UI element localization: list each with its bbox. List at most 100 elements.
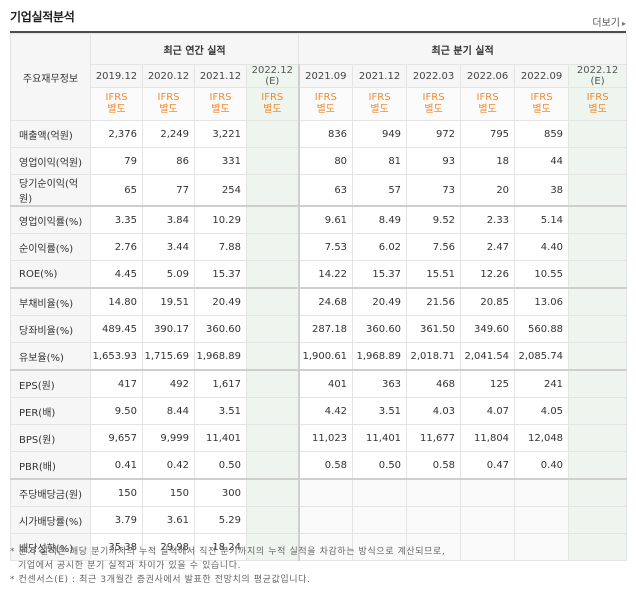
value-cell: 2.47 <box>460 233 516 261</box>
value-cell <box>568 233 628 261</box>
value-cell: 5.29 <box>194 506 247 534</box>
value-cell: 4.05 <box>514 397 570 425</box>
value-cell: 150 <box>90 478 143 507</box>
value-cell <box>568 451 628 480</box>
ifrs-label: IFRS 별도 <box>297 87 354 121</box>
value-cell <box>352 478 408 507</box>
table-row: 매출액(억원) 2,376 2,249 3,221 836 949 972 795 859 <box>10 120 628 148</box>
value-cell: 12.26 <box>460 260 516 289</box>
row-label: 영업이익률(%) <box>10 205 91 234</box>
value-cell: 2,018.71 <box>406 342 462 371</box>
value-cell <box>514 478 570 507</box>
value-cell: 1,715.69 <box>142 342 195 371</box>
table-row: 부채비율(%) 14.80 19.51 20.49 24.68 20.49 21.56 20.… <box>10 287 628 316</box>
table-row: 당기순이익(억원) 65 77 254 63 57 73 20 38 <box>10 174 628 207</box>
value-cell <box>568 478 628 507</box>
row-label: PBR(배) <box>10 451 91 480</box>
value-cell <box>245 205 300 234</box>
value-cell: 3.51 <box>352 397 408 425</box>
value-cell: 73 <box>406 174 462 207</box>
value-cell: 1,900.61 <box>297 342 354 371</box>
row-label: 영업이익(억원) <box>10 147 91 175</box>
value-cell <box>245 451 300 480</box>
value-cell: 29.98 <box>142 533 195 561</box>
ifrs-label: IFRS 별도 <box>352 87 408 121</box>
value-cell <box>245 397 300 425</box>
value-cell: 4.03 <box>406 397 462 425</box>
value-cell: 8.49 <box>352 205 408 234</box>
value-cell <box>568 369 628 398</box>
value-cell: 20 <box>460 174 516 207</box>
value-cell <box>245 260 300 289</box>
value-cell <box>245 174 300 207</box>
value-cell <box>460 478 516 507</box>
value-cell: 417 <box>90 369 143 398</box>
header-corner: 주요재무정보 <box>10 33 91 121</box>
value-cell: 14.80 <box>90 287 143 316</box>
table-row: BPS(원) 9,657 9,999 11,401 11,023 11,401 11,677… <box>10 424 628 452</box>
period-header: 2022.06 <box>460 64 516 88</box>
value-cell: 363 <box>352 369 408 398</box>
table-row: 시가배당률(%) 3.79 3.61 5.29 <box>10 506 628 534</box>
table-row: ROE(%) 4.45 5.09 15.37 14.22 15.37 15.51 12.26 1… <box>10 260 628 289</box>
title-divider <box>10 31 626 33</box>
value-cell: 11,804 <box>460 424 516 452</box>
ifrs-label: IFRS 별도 <box>90 87 143 121</box>
table-row: PER(배) 9.50 8.44 3.51 4.42 3.51 4.03 4.07 4.05 <box>10 397 628 425</box>
value-cell <box>568 205 628 234</box>
value-cell: 241 <box>514 369 570 398</box>
value-cell <box>245 342 300 371</box>
value-cell: 15.37 <box>194 260 247 289</box>
value-cell: 1,617 <box>194 369 247 398</box>
value-cell <box>245 315 300 343</box>
table-row: EPS(원) 417 492 1,617 401 363 468 125 241 <box>10 369 628 398</box>
value-cell: 20.49 <box>352 287 408 316</box>
value-cell <box>245 147 300 175</box>
value-cell: 3.44 <box>142 233 195 261</box>
period-header: 2019.12 <box>90 64 143 88</box>
value-cell: 0.50 <box>352 451 408 480</box>
value-cell <box>245 233 300 261</box>
value-cell: 11,401 <box>194 424 247 452</box>
row-label: 당기순이익(억원) <box>10 174 91 207</box>
value-cell: 2.76 <box>90 233 143 261</box>
value-cell: 0.50 <box>194 451 247 480</box>
value-cell: 9,657 <box>90 424 143 452</box>
table-row: 당좌비율(%) 489.45 390.17 360.60 287.18 360.60 361… <box>10 315 628 343</box>
value-cell <box>568 120 628 148</box>
value-cell: 4.42 <box>297 397 354 425</box>
footnote-2: 기업에서 공시한 분기 실적과 차이가 있을 수 있습니다. <box>18 561 242 571</box>
value-cell <box>245 478 300 507</box>
value-cell <box>297 533 354 561</box>
value-cell: 15.51 <box>406 260 462 289</box>
period-header: 2022.12 (E) <box>245 64 300 88</box>
value-cell: 44 <box>514 147 570 175</box>
ifrs-label: IFRS 별도 <box>406 87 462 121</box>
period-header: 2021.09 <box>297 64 354 88</box>
footnote-1: * 분기 실적은 해당 분기까지의 누적 실적에서 직전 분기까지의 누적 실적… <box>10 547 446 557</box>
value-cell: 86 <box>142 147 195 175</box>
value-cell: 63 <box>297 174 354 207</box>
row-label: 순이익률(%) <box>10 233 91 261</box>
ifrs-label: IFRS 별도 <box>194 87 247 121</box>
value-cell: 10.55 <box>514 260 570 289</box>
quarter-group-header: 최근 분기 실적 <box>298 33 628 65</box>
value-cell: 1,653.93 <box>90 342 143 371</box>
value-cell <box>568 287 628 316</box>
value-cell: 0.58 <box>406 451 462 480</box>
financial-table: 주요재무정보 최근 연간 실적 최근 분기 실적 2019.12 2020.12 2… <box>10 33 628 561</box>
value-cell: 4.40 <box>514 233 570 261</box>
value-cell: 836 <box>297 120 354 148</box>
more-link[interactable]: 더보기 ▸ <box>592 14 626 29</box>
period-header: 2022.12 (E) <box>568 64 628 88</box>
value-cell: 10.29 <box>194 205 247 234</box>
row-label: 주당배당금(원) <box>10 478 91 507</box>
value-cell <box>245 533 300 561</box>
value-cell: 949 <box>352 120 408 148</box>
value-cell: 7.88 <box>194 233 247 261</box>
value-cell: 360.60 <box>194 315 247 343</box>
value-cell: 9.50 <box>90 397 143 425</box>
value-cell: 0.41 <box>90 451 143 480</box>
table-row: 배당성향(%) 35.38 29.98 18.24 <box>10 533 628 561</box>
